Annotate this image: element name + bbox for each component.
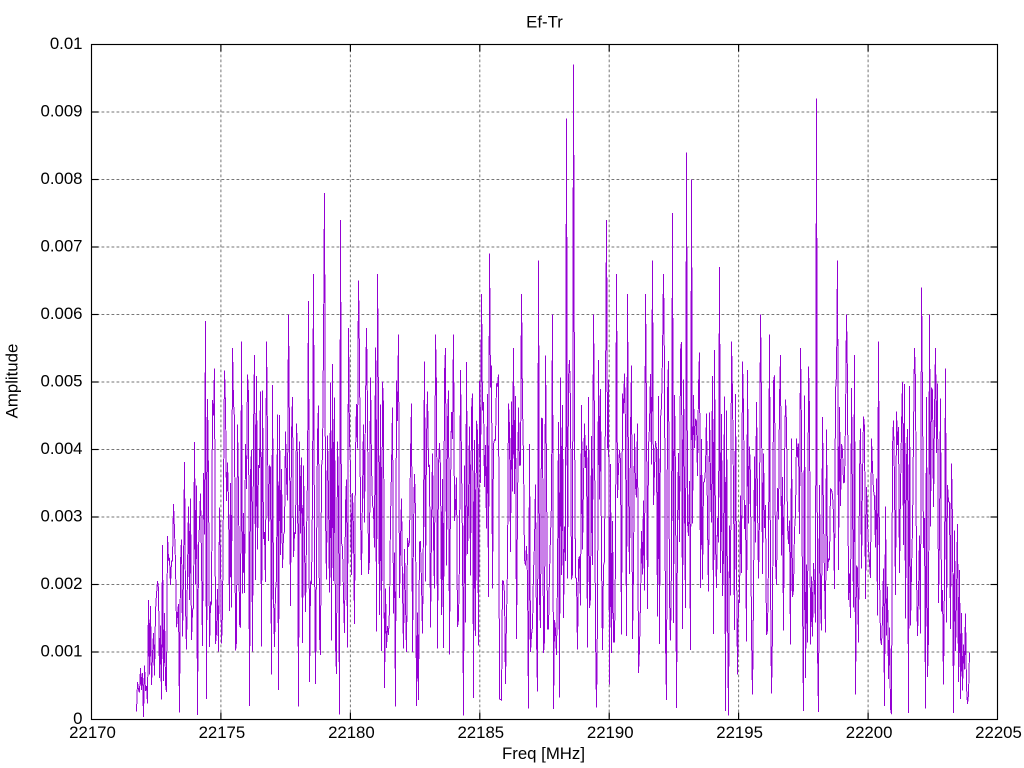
svg-text:0.005: 0.005 — [41, 372, 83, 391]
svg-text:0.007: 0.007 — [41, 237, 83, 256]
svg-text:0.01: 0.01 — [50, 34, 83, 53]
svg-text:22200: 22200 — [846, 723, 893, 742]
svg-text:0.009: 0.009 — [41, 102, 83, 121]
svg-text:22190: 22190 — [587, 723, 634, 742]
svg-text:22180: 22180 — [328, 723, 375, 742]
svg-text:Amplitude: Amplitude — [3, 344, 22, 419]
svg-text:22195: 22195 — [716, 723, 763, 742]
svg-text:0.003: 0.003 — [41, 507, 83, 526]
svg-text:22175: 22175 — [199, 723, 246, 742]
svg-text:22170: 22170 — [69, 723, 116, 742]
svg-text:Freq [MHz]: Freq [MHz] — [502, 744, 585, 763]
svg-text:22205: 22205 — [975, 723, 1022, 742]
svg-text:0: 0 — [73, 709, 82, 728]
svg-text:0.002: 0.002 — [41, 574, 83, 593]
svg-text:0.004: 0.004 — [41, 439, 83, 458]
svg-text:22185: 22185 — [457, 723, 504, 742]
svg-text:0.006: 0.006 — [41, 304, 83, 323]
svg-text:0.001: 0.001 — [41, 642, 83, 661]
svg-text:0.008: 0.008 — [41, 169, 83, 188]
svg-text:Ef-Tr: Ef-Tr — [526, 13, 563, 32]
